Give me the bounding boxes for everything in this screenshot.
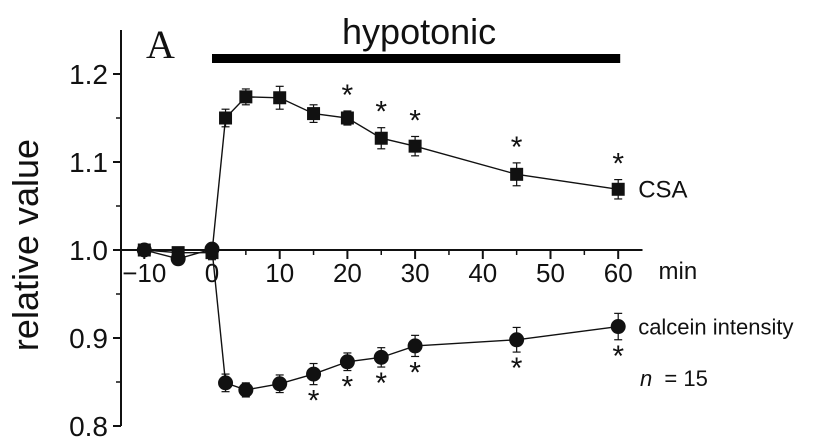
series-label: calcein intensity bbox=[638, 315, 793, 340]
significance-star: * bbox=[409, 356, 421, 389]
y-tick-label: 1.2 bbox=[69, 59, 108, 90]
x-tick-label: 60 bbox=[604, 258, 633, 288]
data-point-square bbox=[340, 111, 354, 125]
sample-size-value: = 15 bbox=[664, 366, 707, 391]
y-tick-label: 0.9 bbox=[69, 323, 108, 354]
y-tick-label: 0.8 bbox=[69, 411, 108, 442]
data-point-circle bbox=[306, 366, 322, 382]
data-point-circle bbox=[204, 241, 220, 257]
data-point-circle bbox=[238, 382, 254, 398]
significance-star: * bbox=[511, 131, 523, 164]
plot-area: * * * * * CSA * * * * * * calcein intensity bbox=[136, 79, 794, 418]
panel-label: A bbox=[146, 22, 175, 67]
data-point-square bbox=[239, 90, 253, 104]
axes: 0.8 0.9 1.0 1.1 1.2 −10 0 10 20 30 40 50 60 bbox=[69, 30, 643, 442]
data-point-square bbox=[307, 107, 321, 121]
data-point-circle bbox=[272, 376, 288, 392]
y-tick-label: 1.1 bbox=[69, 147, 108, 178]
data-point-circle bbox=[136, 242, 152, 258]
data-point-circle bbox=[610, 319, 626, 335]
data-point-circle bbox=[339, 354, 355, 370]
significance-star: * bbox=[511, 352, 523, 385]
significance-star: * bbox=[612, 148, 624, 181]
sample-size: n = 15 bbox=[640, 366, 708, 391]
condition-label: hypotonic bbox=[342, 11, 496, 52]
y-tick-label: 1.0 bbox=[69, 235, 108, 266]
data-point-square bbox=[510, 167, 524, 181]
sample-size-symbol: n bbox=[640, 366, 652, 391]
data-point-circle bbox=[407, 338, 423, 354]
series-label: CSA bbox=[638, 176, 687, 203]
data-point-square bbox=[611, 182, 625, 196]
hypotonic-period-bar bbox=[212, 54, 621, 63]
significance-star: * bbox=[308, 385, 320, 418]
data-point-circle bbox=[373, 349, 389, 365]
y-axis-label: relative value bbox=[5, 139, 46, 351]
series-calcein-intensity: * * * * * * calcein intensity bbox=[136, 241, 794, 418]
data-point-circle bbox=[509, 332, 525, 348]
significance-star: * bbox=[375, 96, 387, 129]
x-axis-unit: min bbox=[659, 258, 698, 285]
significance-star: * bbox=[612, 340, 624, 373]
data-point-square bbox=[273, 91, 287, 105]
significance-star: * bbox=[342, 79, 354, 112]
x-tick-label: 40 bbox=[468, 258, 497, 288]
x-tick-label: 50 bbox=[536, 258, 565, 288]
x-tick-label: −10 bbox=[122, 258, 166, 288]
x-tick-label: 10 bbox=[265, 258, 294, 288]
x-tick-label: 30 bbox=[401, 258, 430, 288]
data-point-square bbox=[408, 139, 422, 153]
significance-star: * bbox=[409, 104, 421, 137]
data-point-circle bbox=[218, 375, 234, 391]
x-tick-label: 20 bbox=[333, 258, 362, 288]
x-tick-label: 0 bbox=[205, 258, 219, 288]
series-csa: * * * * * CSA bbox=[137, 79, 688, 261]
significance-star: * bbox=[342, 371, 354, 404]
significance-star: * bbox=[375, 367, 387, 400]
data-point-square bbox=[219, 111, 233, 125]
data-point-square bbox=[374, 131, 388, 145]
data-point-circle bbox=[170, 251, 186, 267]
